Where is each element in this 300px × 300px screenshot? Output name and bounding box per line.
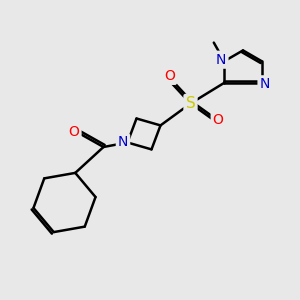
Text: N: N	[260, 77, 270, 91]
Text: N: N	[118, 136, 128, 149]
Text: O: O	[213, 113, 224, 127]
Text: S: S	[186, 96, 195, 111]
Text: O: O	[164, 69, 175, 83]
Text: O: O	[69, 125, 80, 139]
Text: N: N	[216, 53, 226, 67]
